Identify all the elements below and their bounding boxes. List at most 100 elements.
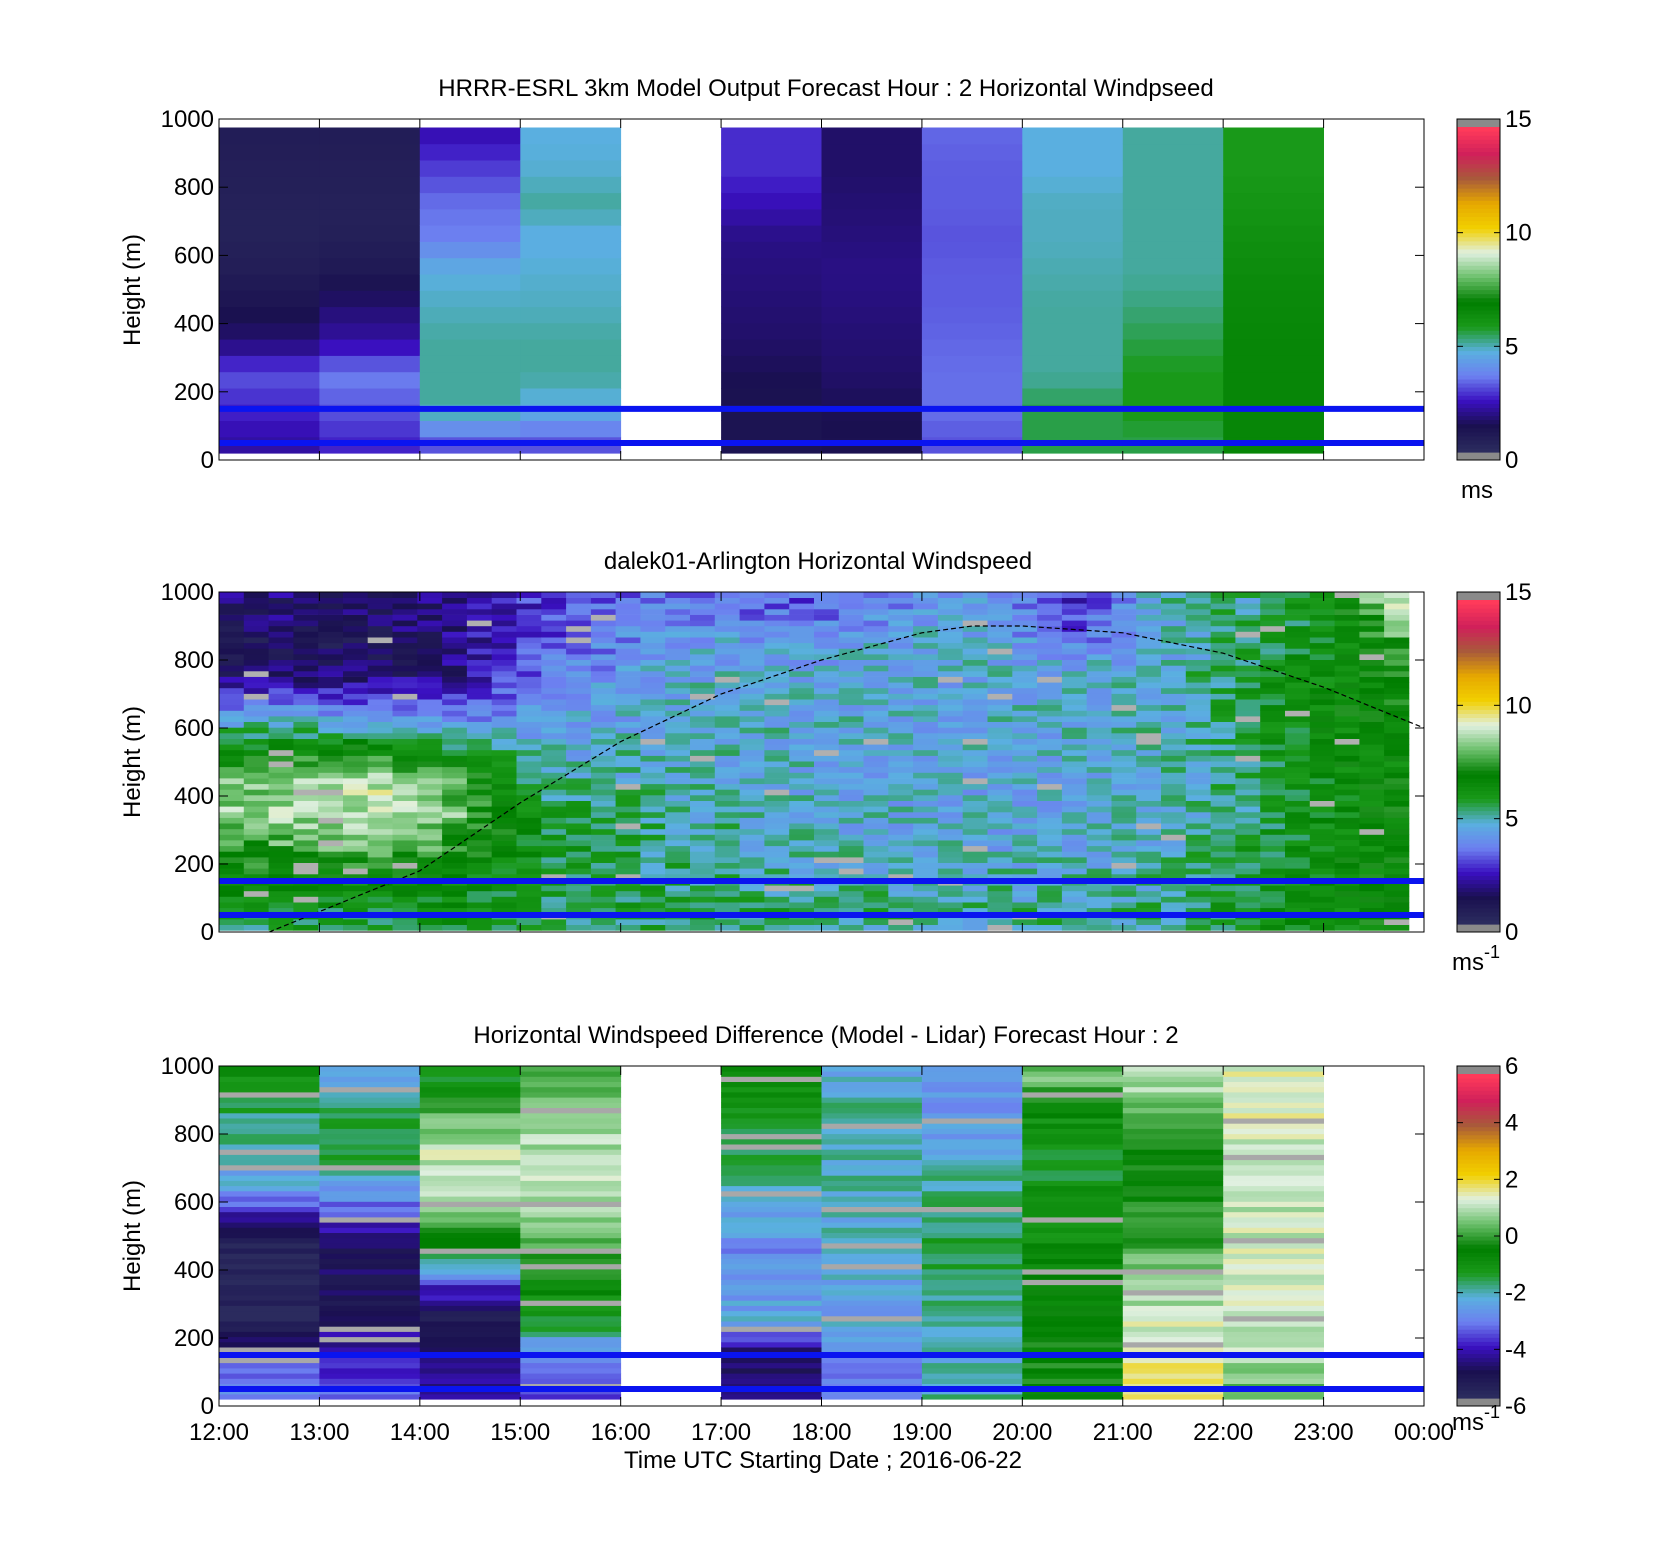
heatmap-cell (1334, 857, 1360, 863)
heatmap-cell (419, 1305, 521, 1312)
heatmap-cell (1260, 603, 1286, 610)
colorbar-segment (1457, 1296, 1500, 1302)
heatmap-cell (913, 834, 939, 841)
heatmap-cell (1235, 823, 1261, 830)
heatmap-cell (520, 1154, 622, 1161)
heatmap-cell (1185, 868, 1211, 875)
heatmap-cell (1022, 1107, 1124, 1114)
heatmap-cell (590, 823, 617, 830)
heatmap-cell (665, 772, 691, 779)
heatmap-cell (566, 625, 592, 632)
heatmap-cell (293, 755, 319, 762)
heatmap-cell (714, 620, 740, 627)
heatmap-cell (520, 1159, 622, 1166)
heatmap-cell (392, 716, 418, 722)
colorbar-segment (1457, 175, 1500, 181)
heatmap-cell (318, 862, 344, 869)
heatmap-cell (1260, 828, 1286, 835)
colorbar-segment (1457, 224, 1500, 230)
heatmap-cell (640, 795, 666, 801)
heatmap-cell (268, 682, 294, 689)
colorbar-segment (1457, 257, 1500, 262)
heatmap-cell (419, 1175, 521, 1181)
heatmap-cell (1223, 241, 1324, 259)
x-tick-label: 21:00 (1093, 1419, 1153, 1446)
heatmap-cell (1235, 828, 1261, 835)
heatmap-cell (491, 738, 517, 745)
heatmap-cell (714, 592, 740, 598)
colorbar-segment (1457, 1252, 1500, 1257)
heatmap-cell (721, 1123, 822, 1129)
heatmap-cell (219, 143, 320, 161)
heatmap-cell (268, 614, 294, 621)
heatmap-cell (268, 811, 294, 818)
heatmap-cell (343, 749, 369, 756)
colorbar-segment (1457, 1280, 1500, 1286)
heatmap-cell (1037, 823, 1063, 830)
heatmap-cell (219, 721, 245, 728)
heatmap-cell (541, 665, 567, 672)
colorbar-segment (1457, 1227, 1500, 1233)
heatmap-cell (1136, 795, 1162, 801)
heatmap-cell (1185, 704, 1211, 711)
heatmap-cell (913, 749, 939, 756)
heatmap-cell (293, 789, 319, 796)
heatmap-cell (219, 592, 245, 598)
heatmap-cell (319, 1263, 421, 1270)
heatmap-cell (293, 625, 319, 632)
heatmap-cell (219, 355, 320, 373)
heatmap-cell (491, 890, 517, 897)
heatmap-cell (243, 772, 269, 779)
heatmap-cell (219, 648, 245, 655)
heatmap-cell (520, 1326, 622, 1332)
heatmap-cell (1359, 648, 1385, 655)
heatmap-cell (821, 1394, 923, 1400)
heatmap-cell (714, 682, 740, 689)
heatmap-cell (937, 597, 964, 604)
heatmap-cell (419, 274, 521, 291)
y-tick-label: 1000 (161, 106, 214, 133)
heatmap-cell (1309, 642, 1335, 649)
colorbar-segment (1457, 163, 1500, 169)
x-tick-label: 00:00 (1394, 1419, 1454, 1446)
heatmap-cell (1359, 840, 1385, 847)
heatmap-cell (987, 603, 1013, 610)
heatmap-cell (987, 823, 1013, 830)
heatmap-cell (318, 670, 344, 677)
heatmap-cell (318, 823, 344, 830)
heatmap-cell (419, 1071, 521, 1077)
heatmap-cell (821, 1227, 923, 1233)
heatmap-cell (1161, 682, 1187, 689)
heatmap-cell (1111, 648, 1137, 655)
heatmap-cell (913, 868, 939, 875)
heatmap-cell (1111, 772, 1137, 779)
heatmap-cell (1260, 857, 1286, 863)
heatmap-cell (367, 761, 393, 768)
heatmap-cell (789, 885, 815, 892)
heatmap-cell (1260, 873, 1286, 880)
heatmap-cell (516, 919, 542, 925)
heatmap-cell (566, 648, 592, 655)
heatmap-cell (319, 1196, 421, 1202)
heatmap-cell (690, 924, 716, 931)
heatmap-cell (520, 1092, 622, 1098)
heatmap-cell (1185, 919, 1211, 925)
heatmap-cell (814, 766, 840, 773)
heatmap-cell (419, 176, 521, 194)
heatmap-cell (1334, 603, 1360, 610)
heatmap-cell (1161, 789, 1187, 796)
heatmap-cell (417, 840, 443, 847)
heatmap-cell (566, 597, 592, 604)
heatmap-cell (838, 721, 864, 728)
heatmap-cell (1334, 597, 1360, 604)
colorbar-tick-label: -4 (1505, 1336, 1526, 1363)
heatmap-cell (1037, 727, 1063, 734)
heatmap-cell (921, 1144, 1023, 1150)
heatmap-cell (615, 823, 641, 830)
heatmap-cell (442, 744, 468, 751)
heatmap-cell (714, 721, 740, 728)
heatmap-cell (243, 845, 269, 852)
heatmap-cell (615, 710, 641, 717)
heatmap-cell (1086, 738, 1112, 745)
